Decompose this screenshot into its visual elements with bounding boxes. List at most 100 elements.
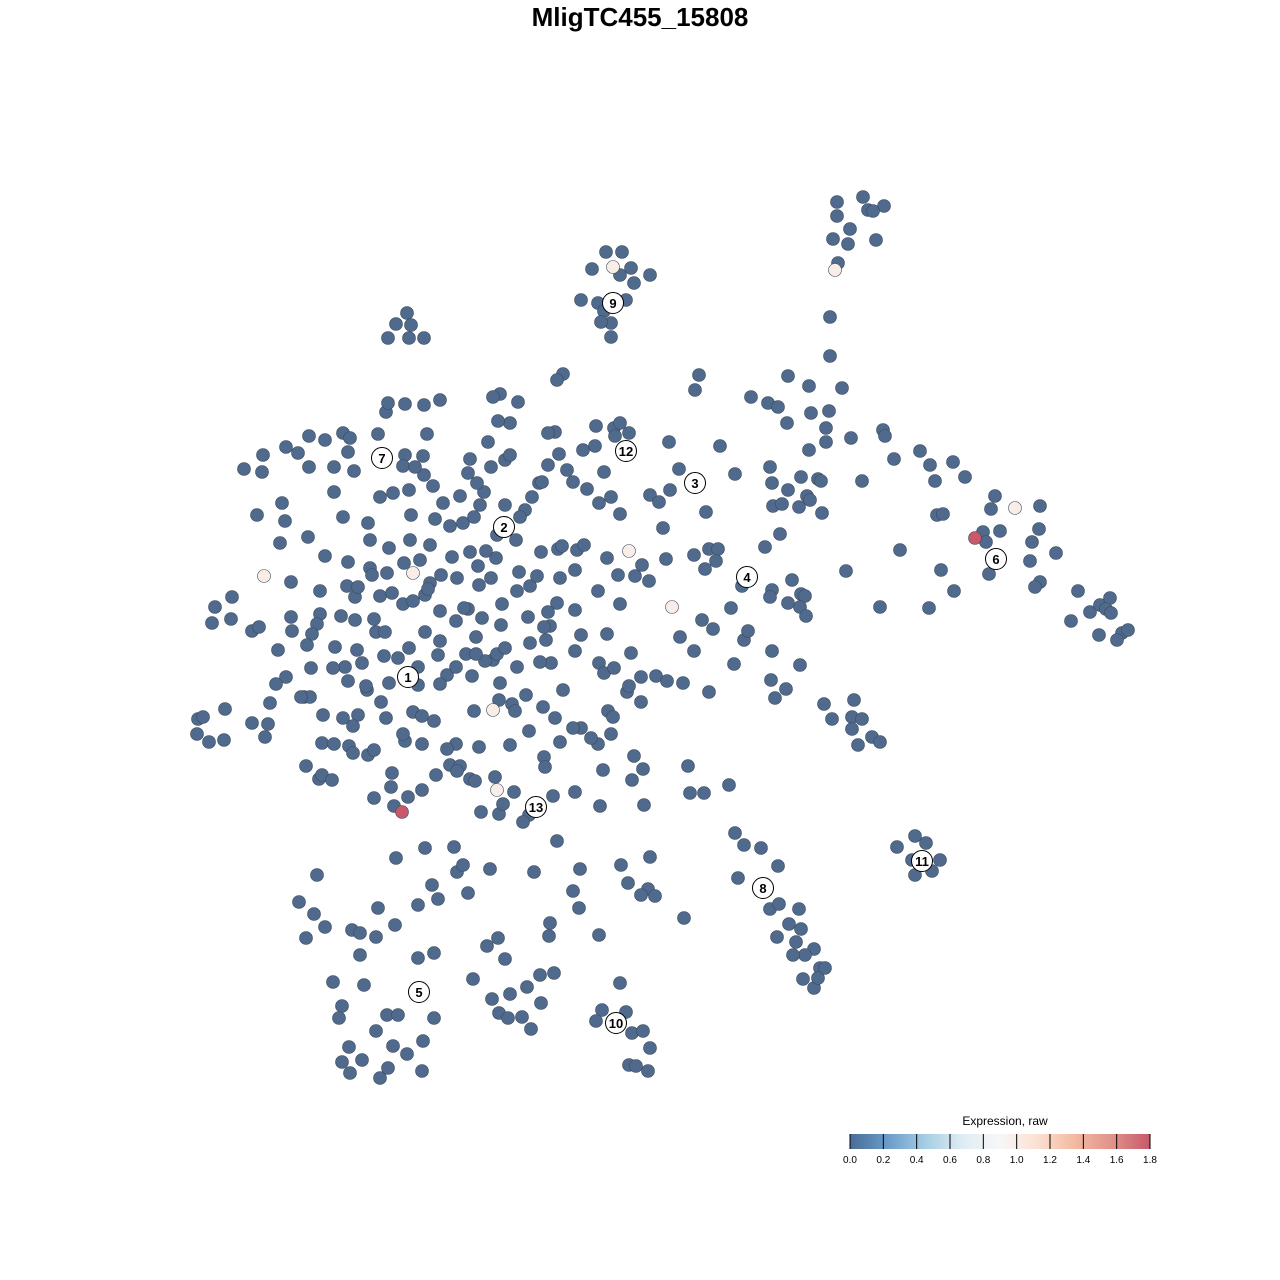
cluster-label-marker	[525, 796, 547, 818]
data-point	[411, 898, 425, 912]
data-point	[660, 674, 674, 688]
data-point	[830, 195, 844, 209]
legend-tick-label: 0.0	[843, 1155, 857, 1166]
data-point	[279, 670, 293, 684]
data-point	[890, 840, 904, 854]
data-point	[406, 594, 420, 608]
data-point	[456, 516, 470, 530]
data-point	[775, 497, 789, 511]
data-point	[1110, 633, 1124, 647]
data-point	[381, 1061, 395, 1075]
data-point	[433, 634, 447, 648]
data-point	[367, 612, 381, 626]
data-point	[525, 490, 539, 504]
data-point	[431, 648, 445, 662]
data-point	[252, 620, 266, 634]
data-point	[687, 644, 701, 658]
data-point	[913, 444, 927, 458]
cluster-label: 6	[992, 552, 999, 567]
data-point	[722, 778, 736, 792]
data-point	[457, 601, 471, 615]
data-point	[811, 971, 825, 985]
data-point	[534, 545, 548, 559]
data-point	[622, 679, 636, 693]
data-point	[663, 483, 677, 497]
data-point	[625, 773, 639, 787]
data-point	[491, 931, 505, 945]
data-point	[728, 826, 742, 840]
data-point	[508, 704, 522, 718]
data-point	[536, 700, 550, 714]
data-point	[523, 636, 537, 650]
data-point	[592, 496, 606, 510]
data-point	[382, 541, 396, 555]
data-point	[737, 838, 751, 852]
data-point	[702, 685, 716, 699]
data-point	[391, 651, 405, 665]
data-point	[855, 474, 869, 488]
data-point	[553, 735, 567, 749]
data-point	[770, 930, 784, 944]
data-point	[389, 851, 403, 865]
data-point	[488, 770, 502, 784]
data-point	[607, 661, 621, 675]
data-point	[524, 1022, 538, 1036]
data-point	[353, 948, 367, 962]
cluster-label-marker	[752, 877, 774, 899]
chart-title: MligTC455_15808	[531, 2, 749, 32]
data-point	[202, 735, 216, 749]
data-point	[519, 688, 533, 702]
data-point	[417, 468, 431, 482]
data-point	[627, 749, 641, 763]
data-point	[1092, 628, 1106, 642]
data-point	[433, 604, 447, 618]
data-point	[461, 466, 475, 480]
data-point	[413, 553, 427, 567]
data-point	[572, 901, 586, 915]
data-point	[768, 691, 782, 705]
data-point	[494, 618, 508, 632]
data-point	[404, 318, 418, 332]
cluster-label: 10	[609, 1016, 623, 1031]
data-point	[546, 789, 560, 803]
data-point	[371, 427, 385, 441]
data-point	[472, 578, 486, 592]
data-point	[316, 708, 330, 722]
data-point	[566, 475, 580, 489]
data-point	[335, 999, 349, 1013]
data-point	[604, 490, 618, 504]
data-point	[408, 460, 422, 474]
data-point	[415, 709, 429, 723]
data-point	[542, 929, 556, 943]
data-point	[706, 622, 720, 636]
colorbar-gradient	[850, 1134, 1150, 1149]
data-point	[510, 660, 524, 674]
data-point	[584, 731, 598, 745]
data-point	[614, 858, 628, 872]
cluster-label: 5	[415, 985, 422, 1000]
data-point	[373, 490, 387, 504]
data-point	[993, 524, 1007, 538]
data-point	[512, 565, 526, 579]
data-point	[727, 657, 741, 671]
data-point	[284, 575, 298, 589]
data-point	[534, 996, 548, 1010]
data-point	[450, 571, 464, 585]
data-point	[521, 610, 535, 624]
legend-tick-label: 1.0	[1010, 1155, 1024, 1166]
data-point	[566, 884, 580, 898]
data-point	[440, 742, 454, 756]
data-point	[501, 1011, 515, 1025]
cluster-label: 13	[529, 800, 543, 815]
data-point	[284, 610, 298, 624]
data-point	[699, 505, 713, 519]
data-point	[347, 464, 361, 478]
data-point	[780, 416, 794, 430]
data-point	[355, 1053, 369, 1067]
data-point	[479, 544, 493, 558]
data-point	[436, 496, 450, 510]
data-point	[624, 646, 638, 660]
data-point	[588, 439, 602, 453]
data-point	[327, 737, 341, 751]
data-point	[547, 966, 561, 980]
